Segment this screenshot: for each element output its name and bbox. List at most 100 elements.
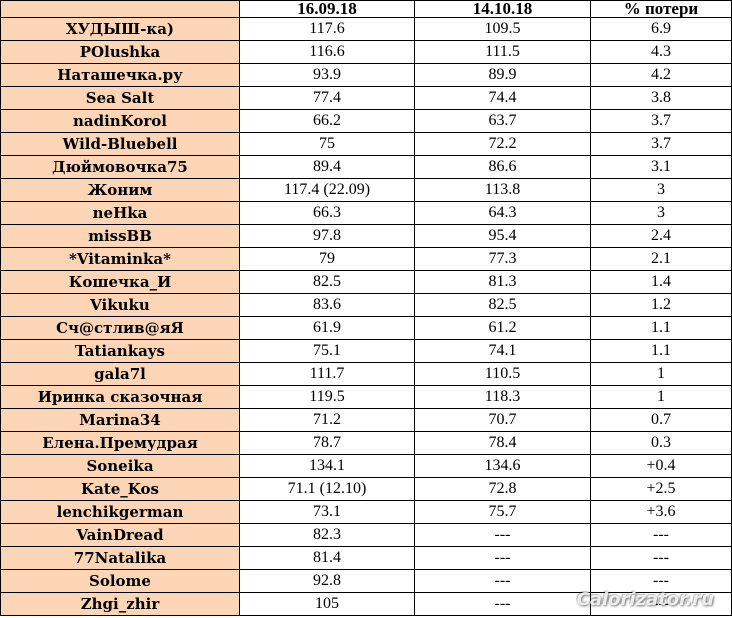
loss-percent-cell: 1.4: [590, 270, 732, 294]
table-row: nadinKorol 66.2 63.7 3.7: [0, 109, 732, 133]
loss-percent-cell: +3.6: [590, 500, 732, 524]
participant-name-cell: ХУДЫШ-ка): [0, 17, 240, 41]
participant-name-cell: VainDread: [0, 523, 240, 547]
table-row: Soneika 134.1 134.6 +0.4: [0, 454, 732, 478]
loss-percent-cell: ---: [590, 592, 732, 616]
participant-name-cell: Sea Salt: [0, 86, 240, 110]
end-weight-cell: 113.8: [414, 178, 591, 202]
header-loss-percent: % потери: [590, 0, 732, 18]
end-weight-cell: 78.4: [414, 431, 591, 455]
participant-name-cell: Сч@стлив@яЯ: [0, 316, 240, 340]
participant-name-cell: Wild-Bluebell: [0, 132, 240, 156]
header-date-start: 16.09.18: [239, 0, 415, 18]
start-weight-cell: 75: [239, 132, 415, 156]
table-row: missBB 97.8 95.4 2.4: [0, 224, 732, 248]
table-row: Наташечка.ру 93.9 89.9 4.2: [0, 63, 732, 87]
loss-percent-cell: 6.9: [590, 17, 732, 41]
start-weight-cell: 93.9: [239, 63, 415, 87]
start-weight-cell: 81.4: [239, 546, 415, 570]
start-weight-cell: 116.6: [239, 40, 415, 64]
start-weight-cell: 89.4: [239, 155, 415, 179]
start-weight-cell: 111.7: [239, 362, 415, 386]
table-row: Елена.Премудрая 78.7 78.4 0.3: [0, 431, 732, 455]
end-weight-cell: 77.3: [414, 247, 591, 271]
start-weight-cell: 61.9: [239, 316, 415, 340]
end-weight-cell: 75.7: [414, 500, 591, 524]
loss-percent-cell: 1.1: [590, 339, 732, 363]
end-weight-cell: 72.2: [414, 132, 591, 156]
loss-percent-cell: ---: [590, 546, 732, 570]
table-row: POlushka 116.6 111.5 4.3: [0, 40, 732, 64]
table-row: Sea Salt 77.4 74.4 3.8: [0, 86, 732, 110]
loss-percent-cell: 3.1: [590, 155, 732, 179]
loss-percent-cell: 1: [590, 362, 732, 386]
participant-name-cell: Наташечка.ру: [0, 63, 240, 87]
loss-percent-cell: 1: [590, 385, 732, 409]
end-weight-cell: 118.3: [414, 385, 591, 409]
loss-percent-cell: 2.4: [590, 224, 732, 248]
participant-name-cell: Кошечка_И: [0, 270, 240, 294]
participant-name-cell: missBB: [0, 224, 240, 248]
start-weight-cell: 82.3: [239, 523, 415, 547]
participant-name-cell: Kate_Kos: [0, 477, 240, 501]
participant-name-cell: Tatiankays: [0, 339, 240, 363]
end-weight-cell: 64.3: [414, 201, 591, 225]
participant-name-cell: gala7l: [0, 362, 240, 386]
end-weight-cell: 95.4: [414, 224, 591, 248]
loss-percent-cell: +0.4: [590, 454, 732, 478]
table-row: 77Natalika 81.4 --- ---: [0, 546, 732, 570]
end-weight-cell: 70.7: [414, 408, 591, 432]
table-row: Vikuku 83.6 82.5 1.2: [0, 293, 732, 317]
loss-percent-cell: ---: [590, 569, 732, 593]
start-weight-cell: 75.1: [239, 339, 415, 363]
participant-name-cell: Дюймовочка75: [0, 155, 240, 179]
participant-name-cell: nadinKorol: [0, 109, 240, 133]
header-row: 16.09.18 14.10.18 % потери: [0, 0, 732, 18]
loss-percent-cell: 1.1: [590, 316, 732, 340]
start-weight-cell: 117.6: [239, 17, 415, 41]
table-row: gala7l 111.7 110.5 1: [0, 362, 732, 386]
end-weight-cell: 74.1: [414, 339, 591, 363]
start-weight-cell: 71.1 (12.10): [239, 477, 415, 501]
table-row: neHka 66.3 64.3 3: [0, 201, 732, 225]
loss-percent-cell: 0.3: [590, 431, 732, 455]
participant-name-cell: Жоним: [0, 178, 240, 202]
start-weight-cell: 117.4 (22.09): [239, 178, 415, 202]
loss-percent-cell: 3: [590, 201, 732, 225]
table-row: VainDread 82.3 --- ---: [0, 523, 732, 547]
table-row: Жоним 117.4 (22.09) 113.8 3: [0, 178, 732, 202]
end-weight-cell: 72.8: [414, 477, 591, 501]
table-row: Tatiankays 75.1 74.1 1.1: [0, 339, 732, 363]
participant-name-cell: Елена.Премудрая: [0, 431, 240, 455]
loss-percent-cell: 4.2: [590, 63, 732, 87]
start-weight-cell: 119.5: [239, 385, 415, 409]
participant-name-cell: Иринка сказочная: [0, 385, 240, 409]
participant-name-cell: Vikuku: [0, 293, 240, 317]
end-weight-cell: 74.4: [414, 86, 591, 110]
participant-name-cell: Solome: [0, 569, 240, 593]
start-weight-cell: 82.5: [239, 270, 415, 294]
table-row: Дюймовочка75 89.4 86.6 3.1: [0, 155, 732, 179]
table-row: *Vitaminka* 79 77.3 2.1: [0, 247, 732, 271]
start-weight-cell: 134.1: [239, 454, 415, 478]
table-row: Zhgi_zhir 105 --- ---: [0, 592, 732, 616]
loss-percent-cell: 0.7: [590, 408, 732, 432]
end-weight-cell: ---: [414, 546, 591, 570]
participant-name-cell: Soneika: [0, 454, 240, 478]
participant-name-cell: 77Natalika: [0, 546, 240, 570]
start-weight-cell: 71.2: [239, 408, 415, 432]
end-weight-cell: 111.5: [414, 40, 591, 64]
start-weight-cell: 83.6: [239, 293, 415, 317]
start-weight-cell: 92.8: [239, 569, 415, 593]
loss-percent-cell: 3: [590, 178, 732, 202]
start-weight-cell: 77.4: [239, 86, 415, 110]
start-weight-cell: 78.7: [239, 431, 415, 455]
end-weight-cell: 134.6: [414, 454, 591, 478]
end-weight-cell: 109.5: [414, 17, 591, 41]
participant-name-cell: neHka: [0, 201, 240, 225]
end-weight-cell: 61.2: [414, 316, 591, 340]
table-row: ХУДЫШ-ка) 117.6 109.5 6.9: [0, 17, 732, 41]
header-date-end: 14.10.18: [414, 0, 591, 18]
start-weight-cell: 66.3: [239, 201, 415, 225]
